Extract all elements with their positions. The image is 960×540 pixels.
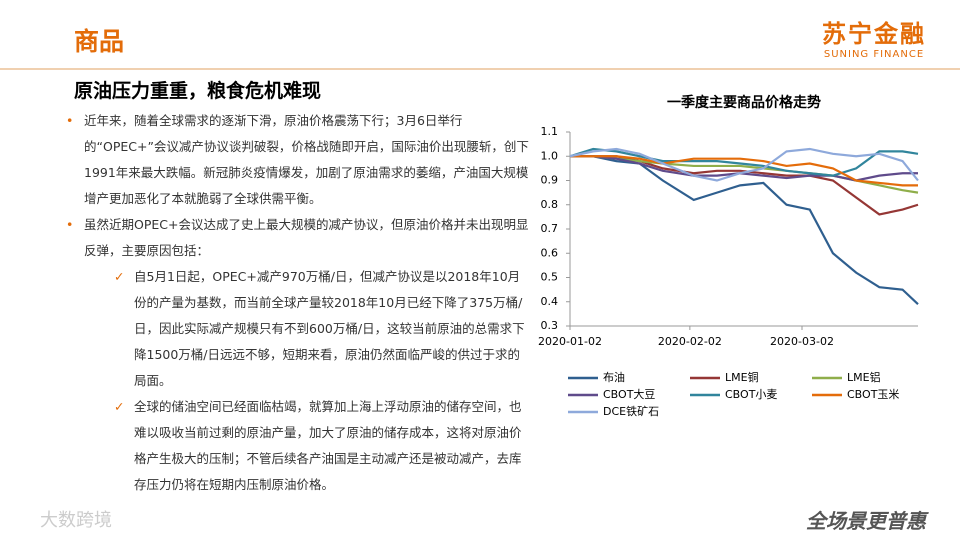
y-tick-label: 0.3 — [541, 319, 559, 332]
x-tick-label: 2020-03-02 — [770, 335, 834, 348]
x-tick-label: 2020-01-02 — [538, 335, 602, 348]
legend-label: LME铝 — [847, 370, 881, 384]
legend-label: 布油 — [603, 370, 625, 384]
y-tick-label: 1.1 — [541, 125, 559, 138]
chart-title: 一季度主要商品价格走势 — [667, 94, 821, 111]
bullet: 虽然近期OPEC+会议达成了史上最大规模的减产协议，但原油价格并未出现明显反弹，… — [62, 212, 530, 264]
body-text: 近年来，随着全球需求的逐渐下滑，原油价格震荡下行；3月6日举行的“OPEC+”会… — [62, 108, 530, 498]
series-line — [570, 155, 918, 187]
legend-label: CBOT大豆 — [603, 387, 655, 401]
y-tick-label: 1.0 — [541, 149, 559, 162]
sub-bullet: 自5月1日起，OPEC+减产970万桶/日，但减产协议是以2018年10月份的产… — [62, 264, 530, 394]
series-line — [570, 155, 918, 182]
legend-label: CBOT玉米 — [847, 388, 899, 401]
x-tick-label: 2020-02-02 — [658, 335, 722, 348]
series-line — [569, 147, 919, 182]
series-line — [570, 155, 919, 216]
series-line — [570, 155, 919, 194]
y-tick-label: 0.6 — [541, 246, 559, 259]
series-line — [570, 155, 919, 305]
logo: 苏宁金融 SUNING FINANCE — [822, 14, 926, 60]
logo-text: 苏宁金融 — [822, 20, 926, 48]
divider — [0, 68, 960, 70]
heading: 原油压力重重，粮食危机难现 — [74, 80, 322, 102]
legend-label: CBOT小麦 — [725, 388, 777, 401]
bullet: 近年来，随着全球需求的逐渐下滑，原油价格震荡下行；3月6日举行的“OPEC+”会… — [62, 108, 530, 212]
y-tick-label: 0.8 — [541, 198, 559, 211]
series-line — [569, 147, 919, 177]
y-tick-label: 0.9 — [541, 174, 559, 187]
watermark: 大数跨境 — [40, 510, 112, 531]
legend-label: LME铜 — [725, 370, 759, 384]
sub-bullet: 全球的储油空间已经面临枯竭，就算加上海上浮动原油的储存空间，也难以吸收当前过剩的… — [62, 394, 530, 498]
logo-sub: SUNING FINANCE — [823, 49, 925, 60]
y-tick-label: 0.7 — [541, 222, 559, 235]
slogan: 全场景更普惠 — [806, 509, 926, 533]
legend-label: DCE铁矿石 — [603, 405, 659, 418]
y-tick-label: 0.5 — [541, 271, 559, 284]
y-tick-label: 0.4 — [541, 295, 559, 308]
header-title: 商品 — [74, 27, 125, 56]
